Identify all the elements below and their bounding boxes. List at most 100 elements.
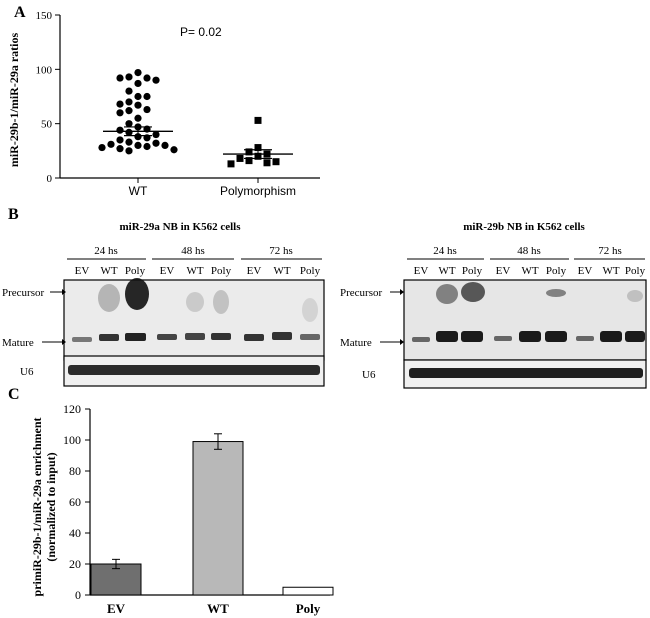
data-point bbox=[125, 147, 133, 155]
lane-label: Poly bbox=[211, 265, 232, 277]
data-point bbox=[263, 159, 271, 167]
panel-label-a: A bbox=[14, 4, 26, 21]
data-point bbox=[116, 136, 124, 144]
blot-title: miR-29a NB in K562 cells bbox=[120, 221, 242, 233]
lane-label: WT bbox=[186, 265, 203, 277]
timepoint-label: 72 hs bbox=[269, 245, 293, 257]
u6-bands bbox=[68, 365, 320, 375]
u6-bands bbox=[409, 368, 643, 378]
precursor-band bbox=[186, 292, 204, 312]
lane-label: EV bbox=[414, 265, 429, 277]
y-axis-label: miR-29b-1/miR-29a ratios bbox=[7, 33, 21, 168]
lane-label: WT bbox=[602, 265, 619, 277]
bar bbox=[282, 586, 334, 596]
data-point bbox=[143, 142, 151, 151]
bar-axes: 0 20 40 60 80 100 120 bbox=[63, 402, 330, 602]
y-tick-label: 100 bbox=[36, 64, 53, 76]
data-point bbox=[143, 74, 151, 82]
scatter-x-labels: WT Polymorphism bbox=[129, 184, 296, 198]
blot-title: miR-29b NB in K562 cells bbox=[463, 221, 585, 233]
data-point bbox=[125, 107, 133, 115]
scatter-axes: 0 50 100 150 bbox=[36, 10, 320, 185]
data-point bbox=[134, 101, 142, 109]
lane-label: EV bbox=[160, 265, 175, 277]
data-point bbox=[134, 79, 142, 88]
panel-label-b: B bbox=[8, 206, 19, 223]
loading-control-label: U6 bbox=[362, 369, 376, 381]
precursor-band bbox=[302, 298, 318, 322]
data-point bbox=[227, 160, 235, 168]
data-point bbox=[116, 100, 124, 108]
precursor-band bbox=[546, 289, 566, 297]
precursor-band bbox=[461, 282, 485, 302]
northern-blot-mir29a: miR-29a NB in K562 cells 24 hs 48 hs 72 … bbox=[2, 221, 325, 387]
data-point bbox=[143, 105, 151, 114]
y-tick-label: 60 bbox=[69, 495, 81, 509]
y-tick-label: 80 bbox=[69, 464, 81, 478]
scatter-plot: miR-29b-1/miR-29a ratios P= 0.02 0 50 100 1… bbox=[7, 10, 320, 198]
y-tick-label: 120 bbox=[63, 402, 81, 416]
band-label-precursor: Precursor bbox=[2, 287, 44, 299]
timepoint-label: 24 hs bbox=[94, 245, 118, 257]
precursor-band bbox=[213, 290, 229, 314]
data-point bbox=[116, 109, 124, 117]
northern-blot-mir29b: miR-29b NB in K562 cells 24 hs 48 hs 72 … bbox=[340, 221, 647, 389]
band-label-precursor: Precursor bbox=[340, 287, 382, 299]
data-point bbox=[125, 138, 133, 146]
y-tick-label: 100 bbox=[63, 433, 81, 447]
data-point bbox=[125, 120, 133, 128]
y-tick-label: 150 bbox=[36, 10, 53, 22]
precursor-band bbox=[98, 284, 120, 312]
precursor-band bbox=[436, 284, 458, 304]
data-point bbox=[134, 114, 142, 122]
lane-label: Poly bbox=[625, 265, 646, 277]
lane-label: Poly bbox=[125, 265, 146, 277]
enrichment-bar-chart: primiR-29b-1/miR-29a enrichment (normali… bbox=[30, 402, 334, 616]
timepoint-label: 24 hs bbox=[433, 245, 457, 257]
data-point bbox=[125, 98, 133, 106]
data-point bbox=[134, 68, 142, 77]
precursor-band bbox=[125, 278, 149, 310]
data-point bbox=[98, 143, 106, 152]
loading-control-label: U6 bbox=[20, 366, 34, 378]
bar bbox=[192, 441, 244, 596]
data-point bbox=[116, 126, 124, 134]
data-point bbox=[170, 146, 178, 154]
data-point bbox=[125, 128, 133, 136]
y-tick-label: 50 bbox=[41, 119, 53, 131]
data-point bbox=[161, 141, 169, 149]
data-point bbox=[236, 154, 244, 162]
x-tick-label: EV bbox=[107, 601, 126, 616]
timepoint-label: 48 hs bbox=[181, 245, 205, 257]
lane-label: Poly bbox=[546, 265, 567, 277]
lane-label: EV bbox=[75, 265, 90, 277]
data-point bbox=[152, 139, 160, 147]
y-tick-label: 0 bbox=[75, 588, 81, 602]
data-point bbox=[272, 158, 280, 166]
x-tick-label-polymorphism: Polymorphism bbox=[220, 184, 296, 198]
lane-label: WT bbox=[273, 265, 290, 277]
precursor-band bbox=[627, 290, 643, 302]
x-tick-label-wt: WT bbox=[129, 184, 148, 198]
data-point bbox=[134, 92, 142, 101]
x-tick-label: WT bbox=[207, 601, 229, 616]
data-point bbox=[125, 87, 133, 95]
lane-label: Poly bbox=[462, 265, 483, 277]
data-point bbox=[143, 92, 151, 101]
y-axis-label-line2: (normalized to input) bbox=[44, 452, 58, 561]
timepoint-label: 48 hs bbox=[517, 245, 541, 257]
data-point bbox=[254, 144, 262, 152]
data-point bbox=[134, 133, 142, 141]
data-point bbox=[245, 157, 253, 165]
lane-label: WT bbox=[100, 265, 117, 277]
lane-labels: EV WT Poly EV WT Poly EV WT Poly bbox=[414, 265, 646, 277]
p-value-label: P= 0.02 bbox=[180, 25, 222, 39]
bar-marks: EV WT Poly bbox=[90, 433, 334, 616]
data-point bbox=[245, 148, 253, 156]
data-point bbox=[134, 141, 142, 149]
mature-bands bbox=[412, 331, 645, 342]
mature-bands bbox=[72, 332, 320, 342]
data-point bbox=[107, 140, 115, 148]
lane-label: EV bbox=[247, 265, 262, 277]
data-point bbox=[125, 73, 133, 81]
